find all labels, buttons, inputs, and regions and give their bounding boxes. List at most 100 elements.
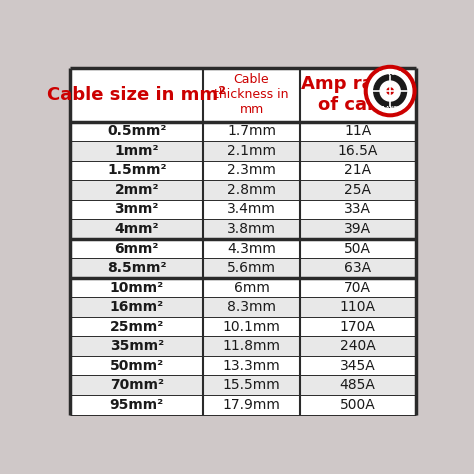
Bar [70, 200, 203, 219]
Text: Amp rating
of cable: Amp rating of cable [301, 75, 414, 114]
Bar [70, 375, 203, 395]
Text: 3mm²: 3mm² [115, 202, 159, 217]
Bar [70, 278, 203, 297]
Text: 5.6mm: 5.6mm [227, 261, 276, 275]
Bar [203, 297, 300, 317]
Text: 6mm²: 6mm² [115, 242, 159, 255]
Bar [203, 375, 300, 395]
Bar [300, 161, 416, 180]
Text: 2.8mm: 2.8mm [227, 183, 276, 197]
Bar [300, 297, 416, 317]
Bar [300, 375, 416, 395]
Bar [300, 68, 416, 121]
Text: 21A: 21A [344, 164, 371, 177]
Circle shape [364, 65, 417, 118]
Text: 8.3mm: 8.3mm [227, 300, 276, 314]
Circle shape [374, 75, 407, 107]
Text: 3.4mm: 3.4mm [227, 202, 276, 217]
Bar [300, 317, 416, 337]
Bar [300, 121, 416, 141]
Bar [70, 239, 203, 258]
Bar [300, 239, 416, 258]
Bar [70, 180, 203, 200]
Bar [203, 141, 300, 161]
Bar [203, 337, 300, 356]
Text: 170A: 170A [340, 319, 376, 334]
Bar [300, 356, 416, 375]
Text: 70mm²: 70mm² [110, 378, 164, 392]
Bar [203, 180, 300, 200]
Bar [300, 258, 416, 278]
Bar [203, 317, 300, 337]
Text: 95mm²: 95mm² [109, 398, 164, 412]
Bar [300, 141, 416, 161]
Text: 6mm: 6mm [234, 281, 270, 295]
Bar [203, 278, 300, 297]
Circle shape [387, 88, 393, 94]
Text: 12 VOLT: 12 VOLT [379, 71, 401, 76]
Bar [300, 219, 416, 239]
Text: 240A: 240A [340, 339, 375, 353]
Text: Cable size in mm²: Cable size in mm² [47, 86, 226, 104]
Text: 0.5mm²: 0.5mm² [107, 124, 166, 138]
Bar [70, 219, 203, 239]
Bar [203, 239, 300, 258]
Text: 345A: 345A [340, 359, 375, 373]
Text: 485A: 485A [340, 378, 376, 392]
Text: 10.1mm: 10.1mm [223, 319, 281, 334]
Bar [203, 121, 300, 141]
Bar [70, 68, 203, 121]
Bar [70, 356, 203, 375]
Bar [203, 68, 300, 121]
Bar [203, 356, 300, 375]
Text: 50A: 50A [344, 242, 371, 255]
Text: 500A: 500A [340, 398, 375, 412]
Text: 13.3mm: 13.3mm [223, 359, 281, 373]
Text: 3.8mm: 3.8mm [227, 222, 276, 236]
Bar [300, 200, 416, 219]
Bar [203, 258, 300, 278]
Circle shape [368, 70, 412, 113]
Text: 11.8mm: 11.8mm [223, 339, 281, 353]
Text: 63A: 63A [344, 261, 371, 275]
Bar [70, 395, 203, 415]
Bar [300, 395, 416, 415]
Text: PLANET: PLANET [379, 107, 401, 111]
Bar [70, 141, 203, 161]
Text: 4.3mm: 4.3mm [227, 242, 276, 255]
Text: 1.5mm²: 1.5mm² [107, 164, 166, 177]
Text: 25A: 25A [344, 183, 371, 197]
Text: 10mm²: 10mm² [109, 281, 164, 295]
Text: 33A: 33A [344, 202, 371, 217]
Bar [70, 297, 203, 317]
Bar [203, 161, 300, 180]
Text: 16mm²: 16mm² [109, 300, 164, 314]
Text: 1.7mm: 1.7mm [227, 124, 276, 138]
Bar [70, 337, 203, 356]
Bar [300, 180, 416, 200]
Text: 1mm²: 1mm² [115, 144, 159, 158]
Bar [203, 200, 300, 219]
Bar [203, 219, 300, 239]
Bar [300, 337, 416, 356]
Text: 70A: 70A [344, 281, 371, 295]
Text: 16.5A: 16.5A [337, 144, 378, 158]
Text: 11A: 11A [344, 124, 371, 138]
Text: Cable
thickness in
mm: Cable thickness in mm [214, 73, 289, 116]
Text: 2.1mm: 2.1mm [227, 144, 276, 158]
Text: 4mm²: 4mm² [115, 222, 159, 236]
Text: 2.3mm: 2.3mm [227, 164, 276, 177]
Text: 39A: 39A [344, 222, 371, 236]
Text: 50mm²: 50mm² [109, 359, 164, 373]
Text: 110A: 110A [340, 300, 376, 314]
Bar [203, 395, 300, 415]
Bar [300, 278, 416, 297]
Text: 15.5mm: 15.5mm [223, 378, 281, 392]
Text: 8.5mm²: 8.5mm² [107, 261, 166, 275]
Text: 17.9mm: 17.9mm [223, 398, 281, 412]
Bar [70, 258, 203, 278]
Bar [70, 317, 203, 337]
Bar [70, 161, 203, 180]
Circle shape [380, 81, 400, 101]
Bar [70, 121, 203, 141]
